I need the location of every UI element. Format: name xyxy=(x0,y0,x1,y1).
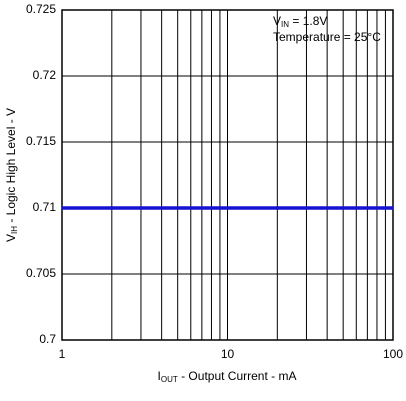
y-tick-label: 0.7 xyxy=(39,332,56,346)
x-axis-label: IOUT - Output Current - mA xyxy=(158,369,297,384)
annotation: VIN = 1.8V xyxy=(273,14,327,29)
y-axis-label: VIH - Logic High Level - V xyxy=(4,108,19,242)
x-tick-label: 1 xyxy=(59,347,66,361)
x-tick-label: 10 xyxy=(221,347,235,361)
y-tick-label: 0.725 xyxy=(26,2,56,16)
y-tick-label: 0.71 xyxy=(33,200,57,214)
x-tick-label: 100 xyxy=(383,347,403,361)
y-tick-label: 0.705 xyxy=(26,266,56,280)
y-tick-label: 0.715 xyxy=(26,134,56,148)
y-tick-label: 0.72 xyxy=(33,68,57,82)
plot-frame xyxy=(61,9,394,341)
